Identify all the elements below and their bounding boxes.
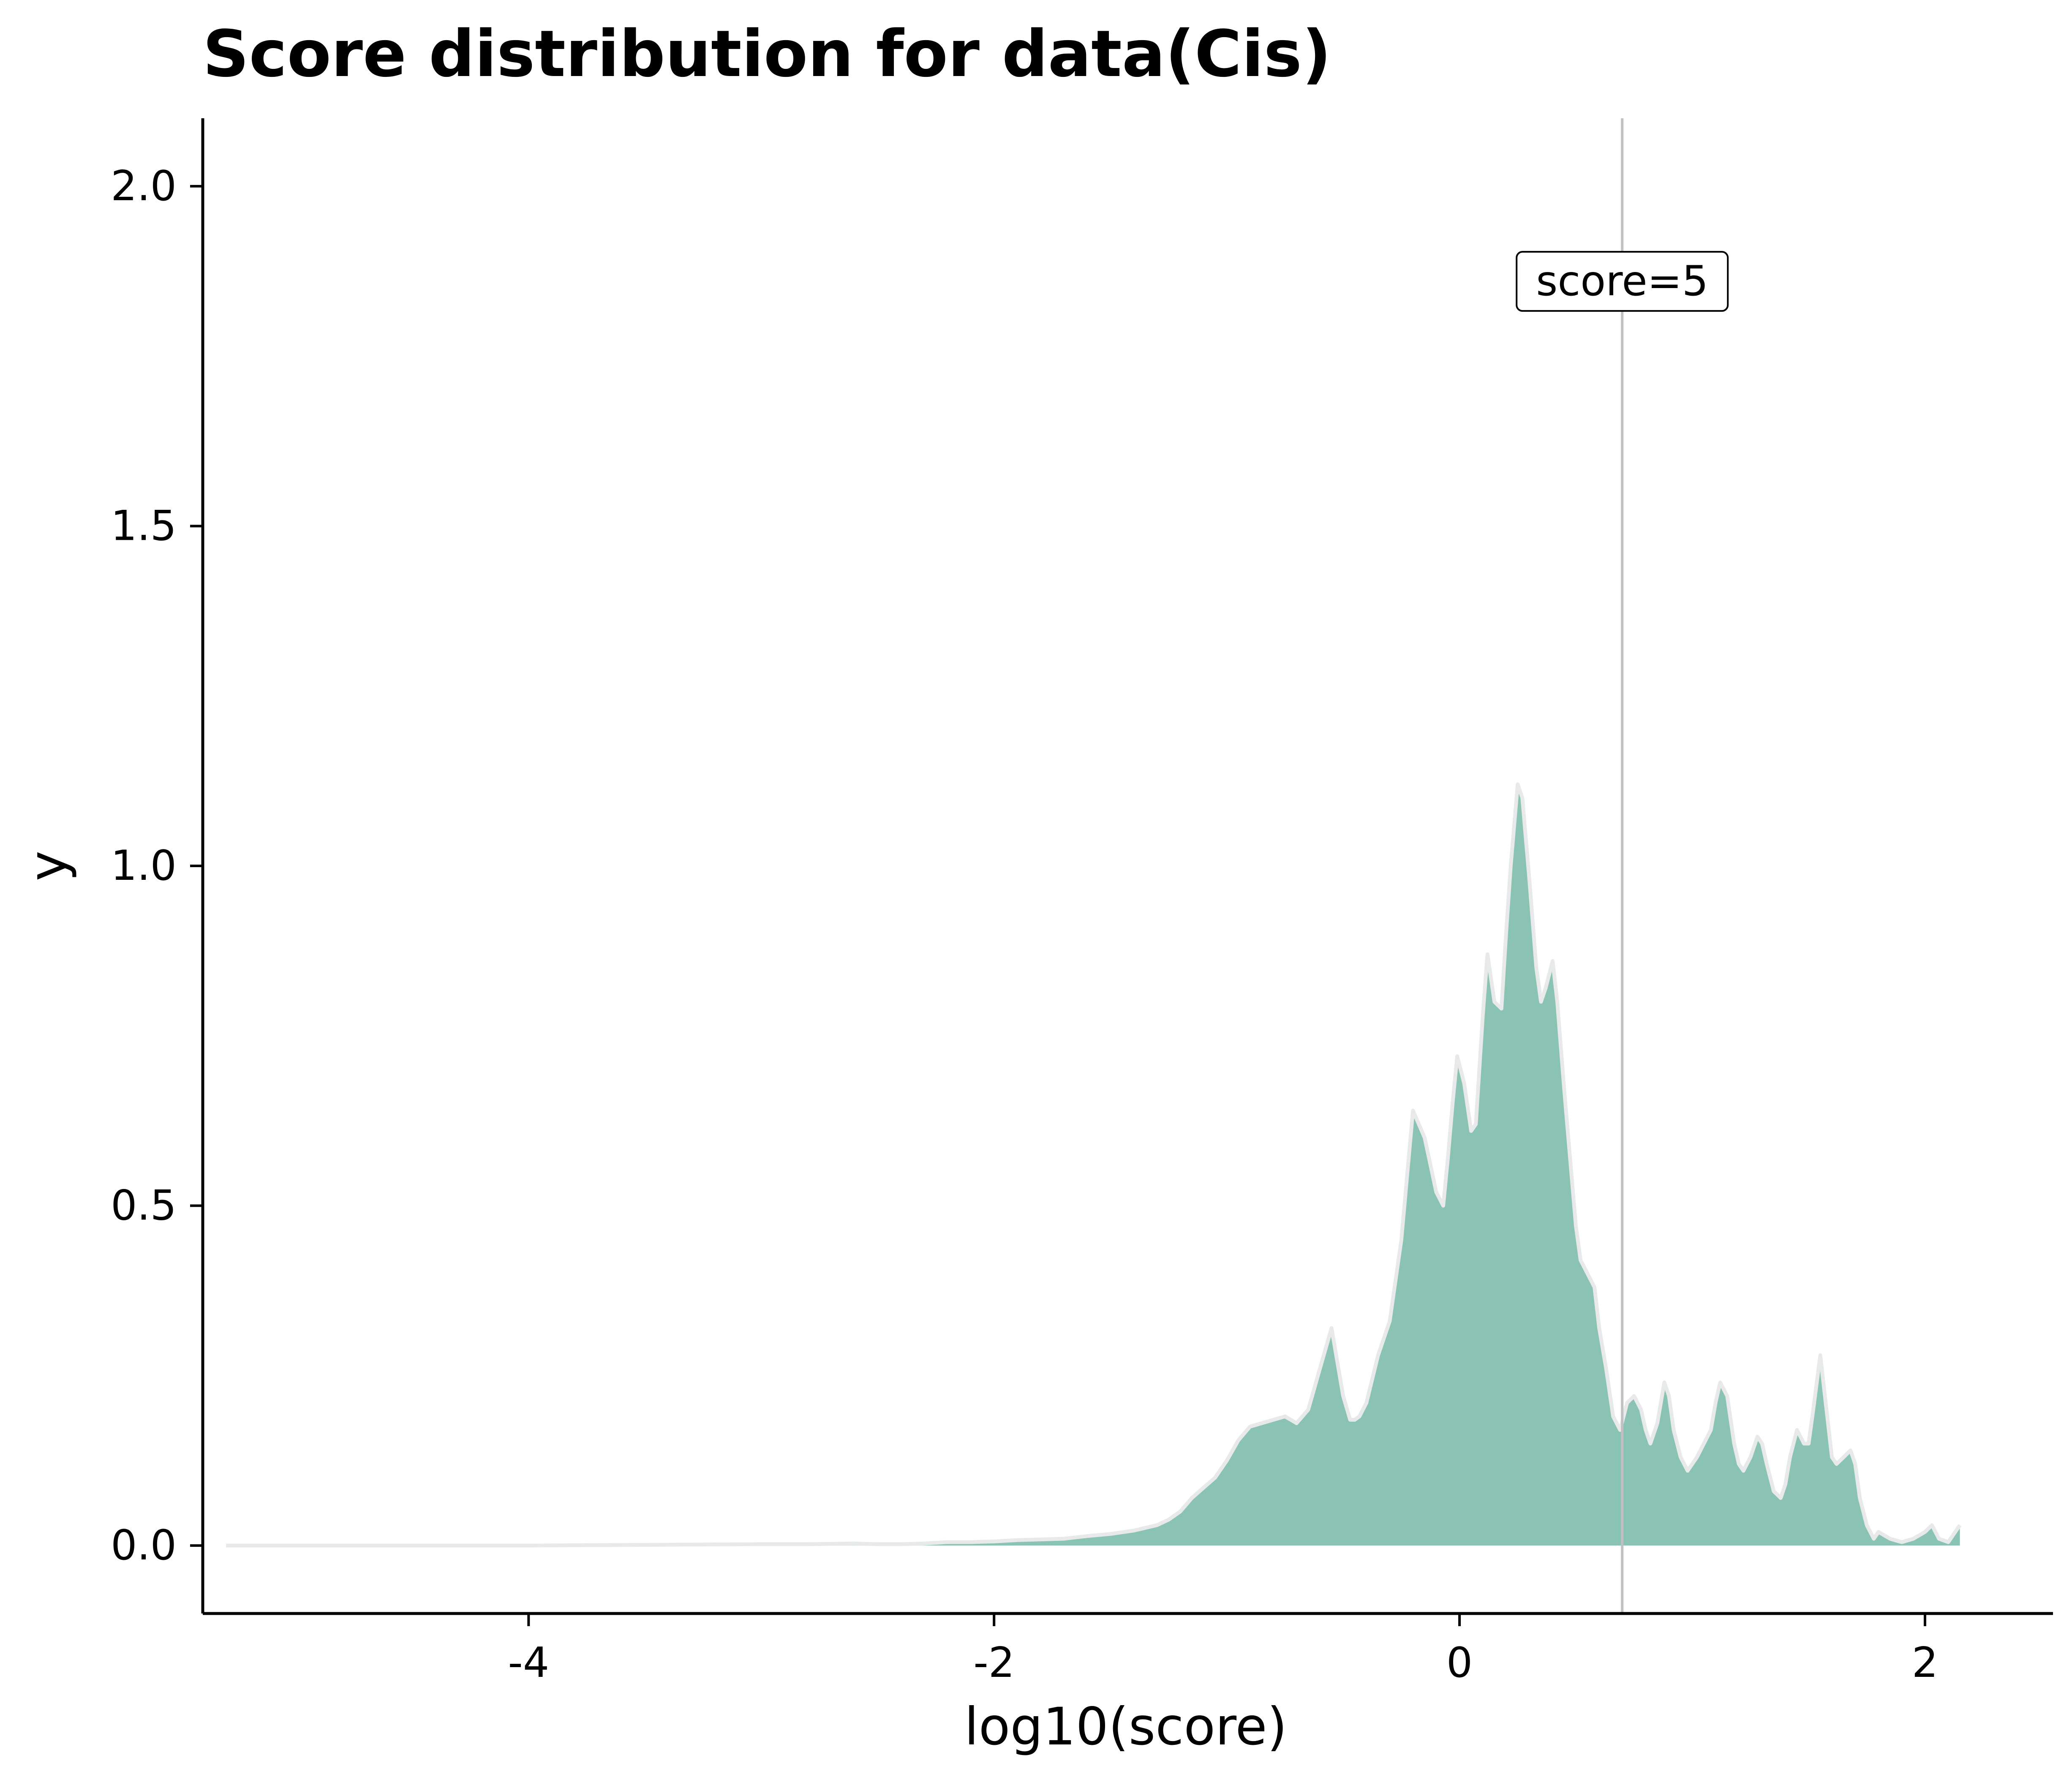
annotation-label: score=5 [1536,257,1708,305]
plot-area: score=5 [226,118,1962,1613]
y-tick-label: 0.5 [111,1182,177,1230]
x-axis-ticks: -4 -2 0 2 [508,1613,1938,1687]
y-tick-label: 0.0 [111,1521,177,1570]
x-tick-label: -4 [508,1639,549,1687]
y-tick-label: 1.5 [111,502,177,550]
x-axis: -4 -2 0 2 [203,1612,2053,1687]
density-fill-area [226,784,1960,1546]
y-axis-ticks: 0.0 0.5 1.0 1.5 2.0 [111,162,203,1570]
density-outline [226,782,1962,1548]
x-tick-label: 2 [1912,1639,1938,1687]
x-tick-label: 0 [1446,1639,1473,1687]
y-axis: 0.0 0.5 1.0 1.5 2.0 [111,118,204,1613]
score-threshold-annotation: score=5 [1516,251,1729,312]
y-tick-label: 1.0 [111,842,177,890]
annotation-box [1516,251,1729,312]
chart-title: Score distribution for data(Cis) [203,16,1331,91]
x-tick-label: -2 [973,1639,1015,1687]
y-axis-label: y [18,851,78,881]
y-tick-label: 2.0 [111,162,177,210]
x-axis-label: log10(score) [964,1697,1287,1757]
